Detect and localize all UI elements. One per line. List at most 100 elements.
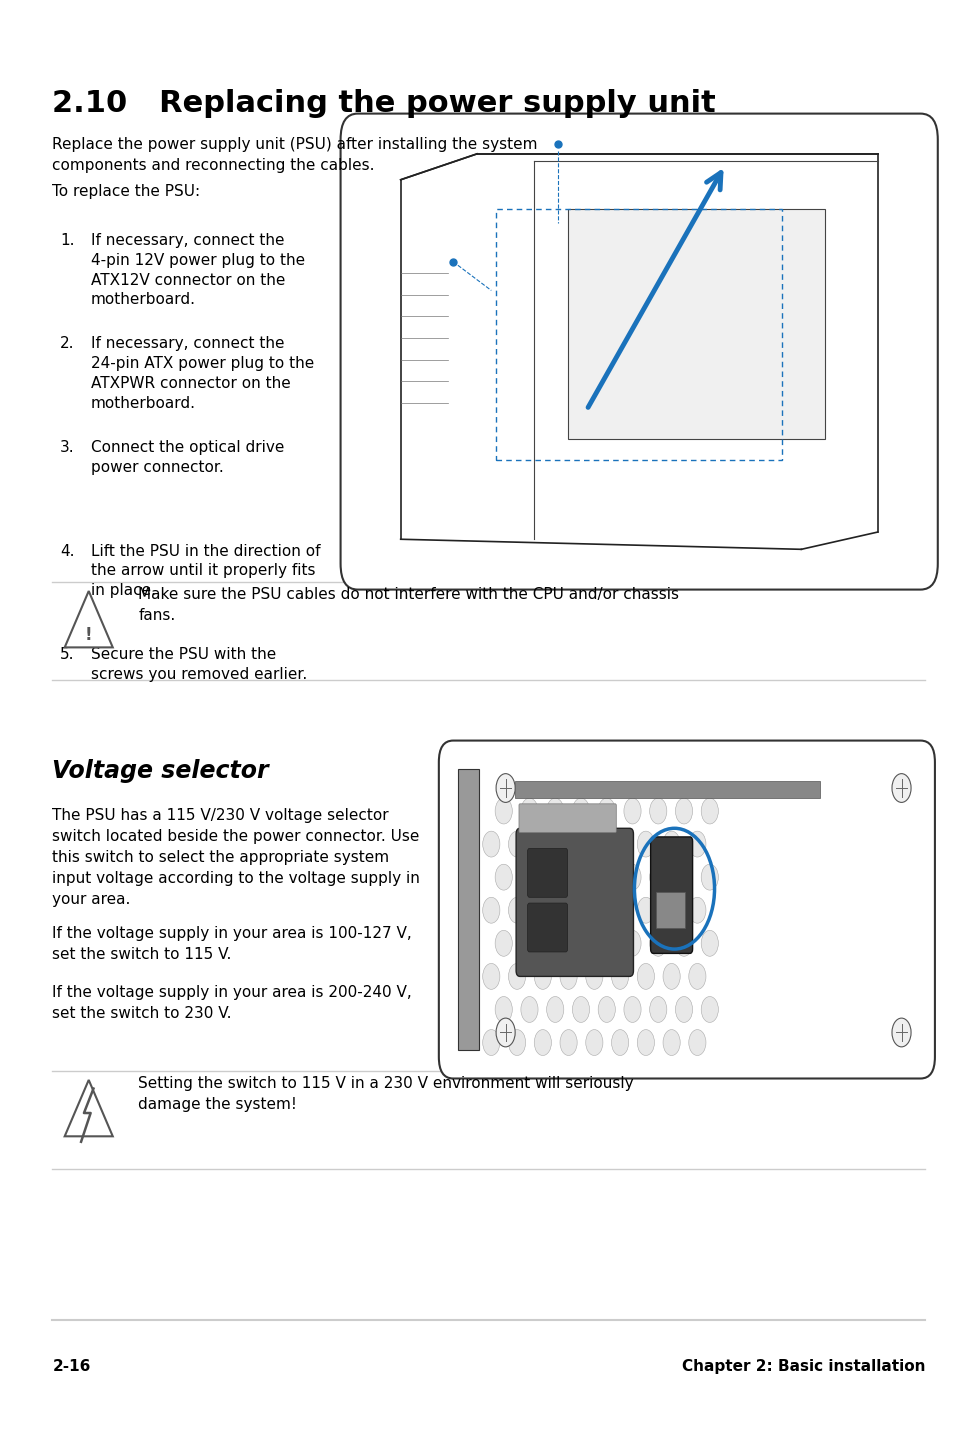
Circle shape (496, 774, 515, 802)
Circle shape (559, 831, 577, 857)
Circle shape (700, 798, 718, 824)
Text: 5.: 5. (60, 647, 74, 661)
Circle shape (572, 930, 589, 956)
Circle shape (688, 1030, 705, 1055)
Circle shape (649, 997, 666, 1022)
Circle shape (662, 963, 679, 989)
Circle shape (534, 963, 551, 989)
Text: Connect the optical drive
power connector.: Connect the optical drive power connecto… (91, 440, 284, 475)
Circle shape (546, 930, 563, 956)
Circle shape (891, 1018, 910, 1047)
Circle shape (637, 831, 654, 857)
Circle shape (700, 997, 718, 1022)
Circle shape (649, 864, 666, 890)
Text: Chapter 2: Basic installation: Chapter 2: Basic installation (681, 1359, 924, 1373)
Circle shape (623, 864, 640, 890)
FancyBboxPatch shape (527, 848, 567, 897)
Circle shape (585, 831, 602, 857)
Bar (515, 781, 820, 798)
Circle shape (559, 963, 577, 989)
Circle shape (623, 997, 640, 1022)
Circle shape (482, 831, 499, 857)
Circle shape (572, 798, 589, 824)
Text: 2.10   Replacing the power supply unit: 2.10 Replacing the power supply unit (52, 89, 716, 118)
Circle shape (585, 963, 602, 989)
Text: 3.: 3. (60, 440, 74, 454)
Circle shape (675, 864, 692, 890)
Text: 2.: 2. (60, 336, 74, 351)
Text: !: ! (85, 627, 92, 644)
Bar (656, 892, 684, 928)
Circle shape (482, 963, 499, 989)
Circle shape (662, 1030, 679, 1055)
Circle shape (534, 897, 551, 923)
Circle shape (598, 930, 615, 956)
Circle shape (688, 831, 705, 857)
Circle shape (508, 831, 525, 857)
Text: To replace the PSU:: To replace the PSU: (52, 184, 200, 198)
Circle shape (585, 1030, 602, 1055)
Bar (457, 769, 478, 1050)
Text: 2-16: 2-16 (52, 1359, 91, 1373)
Circle shape (675, 930, 692, 956)
Text: Voltage selector: Voltage selector (52, 759, 269, 784)
Circle shape (675, 798, 692, 824)
Circle shape (546, 798, 563, 824)
Bar (567, 209, 824, 439)
Text: The PSU has a 115 V/230 V voltage selector
switch located beside the power conne: The PSU has a 115 V/230 V voltage select… (52, 808, 420, 907)
Circle shape (482, 897, 499, 923)
Circle shape (520, 798, 537, 824)
Circle shape (534, 831, 551, 857)
Circle shape (585, 897, 602, 923)
Text: If the voltage supply in your area is 100-127 V,
set the switch to 115 V.: If the voltage supply in your area is 10… (52, 926, 412, 962)
FancyBboxPatch shape (518, 804, 616, 833)
Circle shape (495, 798, 512, 824)
Circle shape (688, 897, 705, 923)
FancyBboxPatch shape (340, 114, 937, 590)
Bar (496, 209, 781, 460)
Circle shape (891, 774, 910, 802)
Circle shape (508, 963, 525, 989)
Text: If necessary, connect the
4-pin 12V power plug to the
ATX12V connector on the
mo: If necessary, connect the 4-pin 12V powe… (91, 233, 304, 308)
Text: 1.: 1. (60, 233, 74, 247)
Circle shape (572, 864, 589, 890)
Circle shape (611, 831, 628, 857)
FancyBboxPatch shape (650, 837, 692, 953)
Circle shape (637, 963, 654, 989)
Circle shape (662, 831, 679, 857)
Text: 4.: 4. (60, 544, 74, 558)
Circle shape (496, 1018, 515, 1047)
Circle shape (559, 1030, 577, 1055)
Circle shape (508, 897, 525, 923)
Circle shape (520, 864, 537, 890)
Circle shape (546, 864, 563, 890)
Text: If necessary, connect the
24-pin ATX power plug to the
ATXPWR connector on the
m: If necessary, connect the 24-pin ATX pow… (91, 336, 314, 411)
Circle shape (495, 864, 512, 890)
Circle shape (611, 963, 628, 989)
FancyBboxPatch shape (438, 741, 934, 1078)
FancyBboxPatch shape (516, 828, 633, 976)
Text: Secure the PSU with the
screws you removed earlier.: Secure the PSU with the screws you remov… (91, 647, 307, 682)
Circle shape (495, 997, 512, 1022)
Circle shape (611, 1030, 628, 1055)
Circle shape (508, 1030, 525, 1055)
Circle shape (572, 997, 589, 1022)
Circle shape (611, 897, 628, 923)
Text: Replace the power supply unit (PSU) after installing the system
components and r: Replace the power supply unit (PSU) afte… (52, 137, 537, 173)
Text: Make sure the PSU cables do not interfere with the CPU and/or chassis
fans.: Make sure the PSU cables do not interfer… (138, 587, 679, 623)
Circle shape (700, 864, 718, 890)
Circle shape (598, 864, 615, 890)
Circle shape (598, 798, 615, 824)
Circle shape (675, 997, 692, 1022)
Text: Setting the switch to 115 V in a 230 V environment will seriously
damage the sys: Setting the switch to 115 V in a 230 V e… (138, 1076, 634, 1112)
Circle shape (700, 930, 718, 956)
Circle shape (649, 798, 666, 824)
Circle shape (662, 897, 679, 923)
Circle shape (495, 930, 512, 956)
Circle shape (623, 930, 640, 956)
Circle shape (520, 930, 537, 956)
Text: If the voltage supply in your area is 200-240 V,
set the switch to 230 V.: If the voltage supply in your area is 20… (52, 985, 412, 1021)
Circle shape (637, 1030, 654, 1055)
Circle shape (637, 897, 654, 923)
Circle shape (598, 997, 615, 1022)
